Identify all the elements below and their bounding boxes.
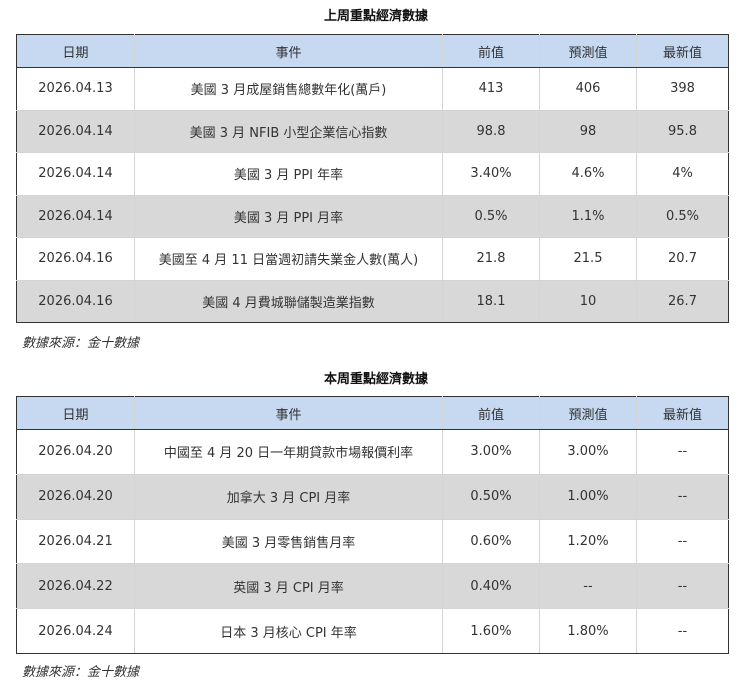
cell-date: 2026.04.20	[16, 429, 135, 475]
header-date: 日期	[16, 396, 135, 430]
cell-forecast: 1.1%	[539, 194, 637, 238]
cell-date: 2026.04.20	[16, 473, 135, 520]
header-previous: 前值	[442, 34, 540, 68]
this-week-table: 日期 事件 前值 預測值 最新值 2026.04.20 中國至 4 月 20 日一…	[16, 396, 729, 654]
cell-date: 2026.04.16	[16, 279, 135, 323]
cell-latest: 398	[636, 67, 729, 111]
cell-latest: 20.7	[636, 237, 729, 281]
cell-forecast: 1.80%	[539, 608, 637, 654]
cell-previous: 413	[442, 67, 540, 111]
table-row: 2026.04.20 加拿大 3 月 CPI 月率 0.50% 1.00% --	[16, 473, 729, 520]
cell-latest: --	[636, 608, 729, 654]
header-forecast: 預測值	[539, 396, 637, 430]
cell-event: 美國至 4 月 11 日當週初請失業金人數(萬人)	[134, 237, 443, 281]
cell-latest: --	[636, 518, 729, 565]
header-forecast: 預測值	[539, 34, 637, 68]
cell-event: 英國 3 月 CPI 月率	[134, 563, 443, 610]
header-event: 事件	[134, 396, 443, 430]
table-row: 2026.04.22 英國 3 月 CPI 月率 0.40% -- --	[16, 563, 729, 610]
cell-previous: 3.00%	[442, 429, 540, 475]
cell-forecast: 1.20%	[539, 518, 637, 565]
cell-event: 日本 3 月核心 CPI 年率	[134, 608, 443, 654]
header-latest: 最新值	[636, 396, 729, 430]
cell-date: 2026.04.16	[16, 237, 135, 281]
cell-latest: --	[636, 429, 729, 475]
this-week-title: 本周重點經濟數據	[323, 372, 428, 387]
last-week-title: 上周重點經濟數據	[323, 9, 428, 24]
header-event: 事件	[134, 34, 443, 68]
table-row: 2026.04.21 美國 3 月零售銷售月率 0.60% 1.20% --	[16, 518, 729, 565]
cell-previous: 0.50%	[442, 473, 540, 520]
cell-date: 2026.04.13	[16, 67, 135, 111]
table-row: 2026.04.14 美國 3 月 PPI 月率 0.5% 1.1% 0.5%	[16, 194, 729, 238]
cell-previous: 3.40%	[442, 152, 540, 196]
cell-previous: 98.8	[442, 109, 540, 153]
cell-latest: 4%	[636, 152, 729, 196]
cell-event: 美國 4 月費城聯儲製造業指數	[134, 279, 443, 323]
cell-event: 美國 3 月 PPI 年率	[134, 152, 443, 196]
table-row: 2026.04.24 日本 3 月核心 CPI 年率 1.60% 1.80% --	[16, 608, 729, 654]
cell-date: 2026.04.21	[16, 518, 135, 565]
cell-forecast: --	[539, 563, 637, 610]
header-latest: 最新值	[636, 34, 729, 68]
cell-date: 2026.04.14	[16, 194, 135, 238]
table-row: 2026.04.20 中國至 4 月 20 日一年期貸款市場報價利率 3.00% 3.…	[16, 429, 729, 475]
table-row: 2026.04.13 美國 3 月成屋銷售總數年化(萬戶) 413 406 398	[16, 67, 729, 111]
cell-forecast: 406	[539, 67, 637, 111]
cell-previous: 0.60%	[442, 518, 540, 565]
cell-date: 2026.04.14	[16, 152, 135, 196]
cell-latest: 95.8	[636, 109, 729, 153]
cell-forecast: 98	[539, 109, 637, 153]
cell-forecast: 4.6%	[539, 152, 637, 196]
cell-forecast: 1.00%	[539, 473, 637, 520]
table-row: 2026.04.16 美國 4 月費城聯儲製造業指數 18.1 10 26.7	[16, 279, 729, 323]
cell-latest: --	[636, 563, 729, 610]
cell-date: 2026.04.24	[16, 608, 135, 654]
cell-event: 美國 3 月零售銷售月率	[134, 518, 443, 565]
cell-previous: 0.40%	[442, 563, 540, 610]
cell-forecast: 10	[539, 279, 637, 323]
this-week-source: 數據來源：金十數據	[22, 665, 140, 680]
cell-event: 美國 3 月成屋銷售總數年化(萬戶)	[134, 67, 443, 111]
cell-latest: --	[636, 473, 729, 520]
cell-previous: 0.5%	[442, 194, 540, 238]
last-week-source: 數據來源：金十數據	[22, 336, 140, 351]
cell-previous: 21.8	[442, 237, 540, 281]
cell-event: 加拿大 3 月 CPI 月率	[134, 473, 443, 520]
last-week-table: 日期 事件 前值 預測值 最新值 2026.04.13 美國 3 月成屋銷售總數年…	[16, 34, 729, 323]
cell-date: 2026.04.22	[16, 563, 135, 610]
cell-event: 美國 3 月 PPI 月率	[134, 194, 443, 238]
cell-latest: 0.5%	[636, 194, 729, 238]
cell-forecast: 21.5	[539, 237, 637, 281]
cell-previous: 1.60%	[442, 608, 540, 654]
cell-event: 中國至 4 月 20 日一年期貸款市場報價利率	[134, 429, 443, 475]
table-header-row: 日期 事件 前值 預測值 最新值	[16, 34, 729, 68]
cell-previous: 18.1	[442, 279, 540, 323]
cell-forecast: 3.00%	[539, 429, 637, 475]
cell-date: 2026.04.14	[16, 109, 135, 153]
cell-event: 美國 3 月 NFIB 小型企業信心指數	[134, 109, 443, 153]
header-date: 日期	[16, 34, 135, 68]
table-header-row: 日期 事件 前值 預測值 最新值	[16, 396, 729, 430]
table-row: 2026.04.16 美國至 4 月 11 日當週初請失業金人數(萬人) 21.8 2…	[16, 237, 729, 281]
table-row: 2026.04.14 美國 3 月 PPI 年率 3.40% 4.6% 4%	[16, 152, 729, 196]
cell-latest: 26.7	[636, 279, 729, 323]
table-row: 2026.04.14 美國 3 月 NFIB 小型企業信心指數 98.8 98 95.8	[16, 109, 729, 153]
header-previous: 前值	[442, 396, 540, 430]
